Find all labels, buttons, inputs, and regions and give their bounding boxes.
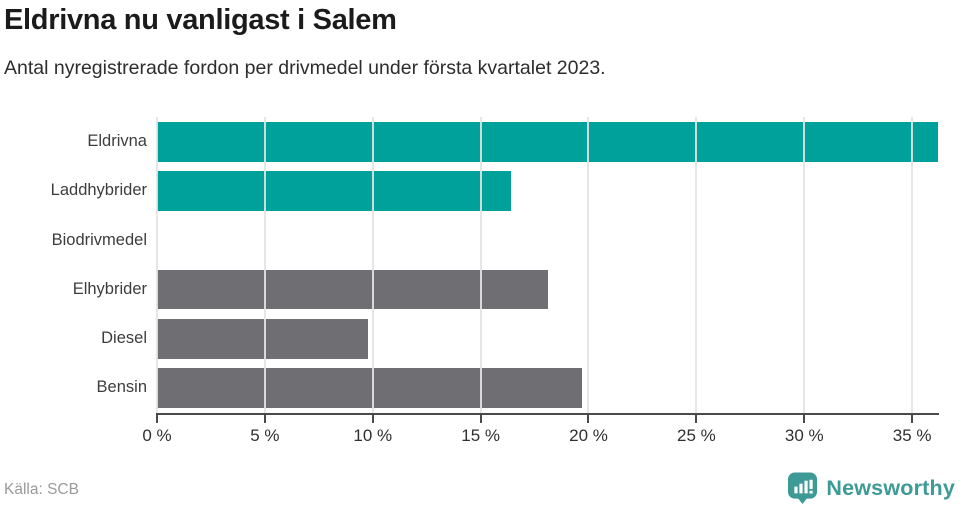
bar-elhybrider [157, 269, 548, 310]
newsworthy-icon [788, 472, 818, 504]
tick-mark-35 [911, 413, 914, 423]
tick-mark-15 [479, 413, 482, 423]
category-label-eldrivna: Eldrivna [87, 132, 147, 150]
bar-diesel [157, 319, 369, 359]
tick-mark-5 [263, 413, 266, 423]
gridline-25 [695, 117, 698, 413]
tick-label-10: 10 % [353, 426, 393, 445]
tick-label-35: 35 % [892, 426, 932, 445]
tick-mark-10 [371, 413, 374, 423]
tick-mark-20 [587, 413, 590, 423]
gridline-30 [803, 117, 806, 413]
gridline-15 [479, 117, 482, 413]
plot-area [156, 117, 938, 413]
category-label-diesel: Diesel [101, 329, 147, 347]
tick-label-25: 25 % [676, 426, 716, 445]
x-axis-line [156, 413, 939, 415]
tick-label-15: 15 % [461, 426, 500, 445]
gridline-5 [263, 117, 266, 413]
bar-bensin [157, 368, 583, 408]
category-labels: Eldrivna Laddhybrider Biodrivmedel Elhybrid… [0, 117, 147, 413]
gridline-35 [911, 117, 914, 413]
chart-title: Eldrivna nu vanligast i Salem [4, 4, 397, 36]
gridline-0 [156, 117, 158, 413]
gridline-20 [587, 117, 590, 413]
brand-logo: Newsworthy [787, 472, 955, 505]
bar-laddhybrider [157, 171, 511, 211]
tick-mark-25 [695, 413, 698, 423]
chart-subtitle: Antal nyregistrerade fordon per drivmede… [4, 57, 606, 79]
tick-mark-30 [803, 413, 806, 423]
tick-label-20: 20 % [569, 426, 608, 445]
category-label-bensin: Bensin [96, 378, 147, 397]
tick-label-30: 30 % [784, 426, 824, 445]
tick-label-0: 0 % [142, 426, 172, 445]
bar-eldrivna [157, 122, 938, 162]
tick-label-5: 5 % [250, 426, 280, 445]
category-label-elhybrider: Elhybrider [72, 279, 147, 298]
gridline-10 [371, 117, 374, 413]
source-note: Källa: SCB [4, 481, 79, 498]
tick-mark-0 [156, 413, 158, 423]
category-label-laddhybrider: Laddhybrider [50, 181, 147, 200]
category-label-biodrivmedel: Biodrivmedel [51, 230, 147, 249]
brand-wordmark: Newsworthy [826, 476, 955, 500]
